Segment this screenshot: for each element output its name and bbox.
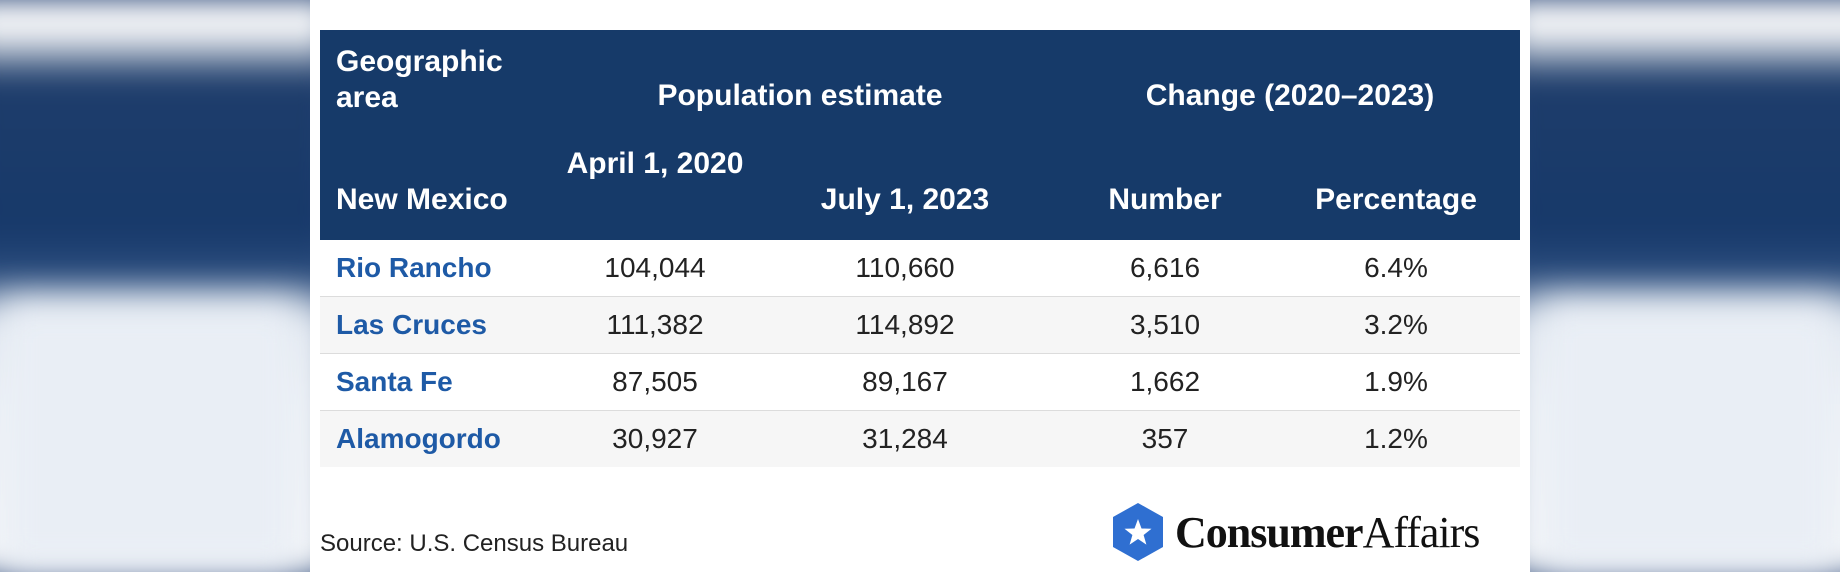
header-july-2023: July 1, 2023 [820,183,990,216]
star-hexagon-icon [1113,503,1163,561]
blurred-background-right-lower [1540,300,1840,572]
content-panel: Geographic area Population estimate Chan… [310,0,1530,572]
logo-word-bold: Consumer [1175,507,1364,557]
cell-percentage: 6.4% [1364,252,1428,283]
cell-april-2020: 111,382 [606,309,704,340]
cell-percentage: 1.9% [1364,366,1428,397]
logo-wordmark: ConsumerAffairs [1175,507,1481,558]
header-number: Number [1108,183,1222,216]
cell-number: 6,616 [1129,252,1201,283]
cell-july-2023: 110,660 [855,252,955,283]
header-percentage: Percentage [1315,183,1477,216]
cell-percentage: 3.2% [1364,309,1428,340]
cell-july-2023: 31,284 [862,423,948,454]
source-note: Source: U.S. Census Bureau [320,530,629,557]
cell-number: 357 [1141,423,1189,454]
area-link[interactable]: Rio Rancho [336,252,492,283]
cell-april-2020: 30,927 [612,423,698,454]
area-link[interactable]: Santa Fe [336,366,453,397]
table-row: Alamogordo 30,927 31,284 357 1.2% [320,411,1520,467]
area-link[interactable]: Las Cruces [336,309,487,340]
cell-number: 3,510 [1129,309,1201,340]
table-header: Geographic area Population estimate Chan… [320,30,1520,240]
consumeraffairs-logo: ConsumerAffairs [1111,502,1481,562]
cell-april-2020: 87,505 [612,366,698,397]
cell-april-2020: 104,044 [604,252,706,283]
cell-percentage: 1.2% [1364,423,1428,454]
logo-word-light: Affairs [1362,507,1481,557]
area-link[interactable]: Alamogordo [336,423,501,454]
header-population-estimate: Population estimate [657,79,943,112]
header-state: New Mexico [336,183,508,216]
table-row: Rio Rancho 104,044 110,660 6,616 6.4% [320,240,1520,297]
header-geographic-area: Geographic area [336,45,503,114]
cell-july-2023: 114,892 [855,309,955,340]
cell-number: 1,662 [1129,366,1201,397]
blurred-background-left-lower [0,300,300,572]
population-table: Geographic area Population estimate Chan… [320,30,1520,467]
table-row: Las Cruces 111,382 114,892 3,510 3.2% [320,297,1520,354]
table-row: Santa Fe 87,505 89,167 1,662 1.9% [320,354,1520,411]
cell-july-2023: 89,167 [862,366,948,397]
header-april-2020: April 1, 2020 [566,147,744,180]
header-change: Change (2020–2023) [1145,79,1435,112]
